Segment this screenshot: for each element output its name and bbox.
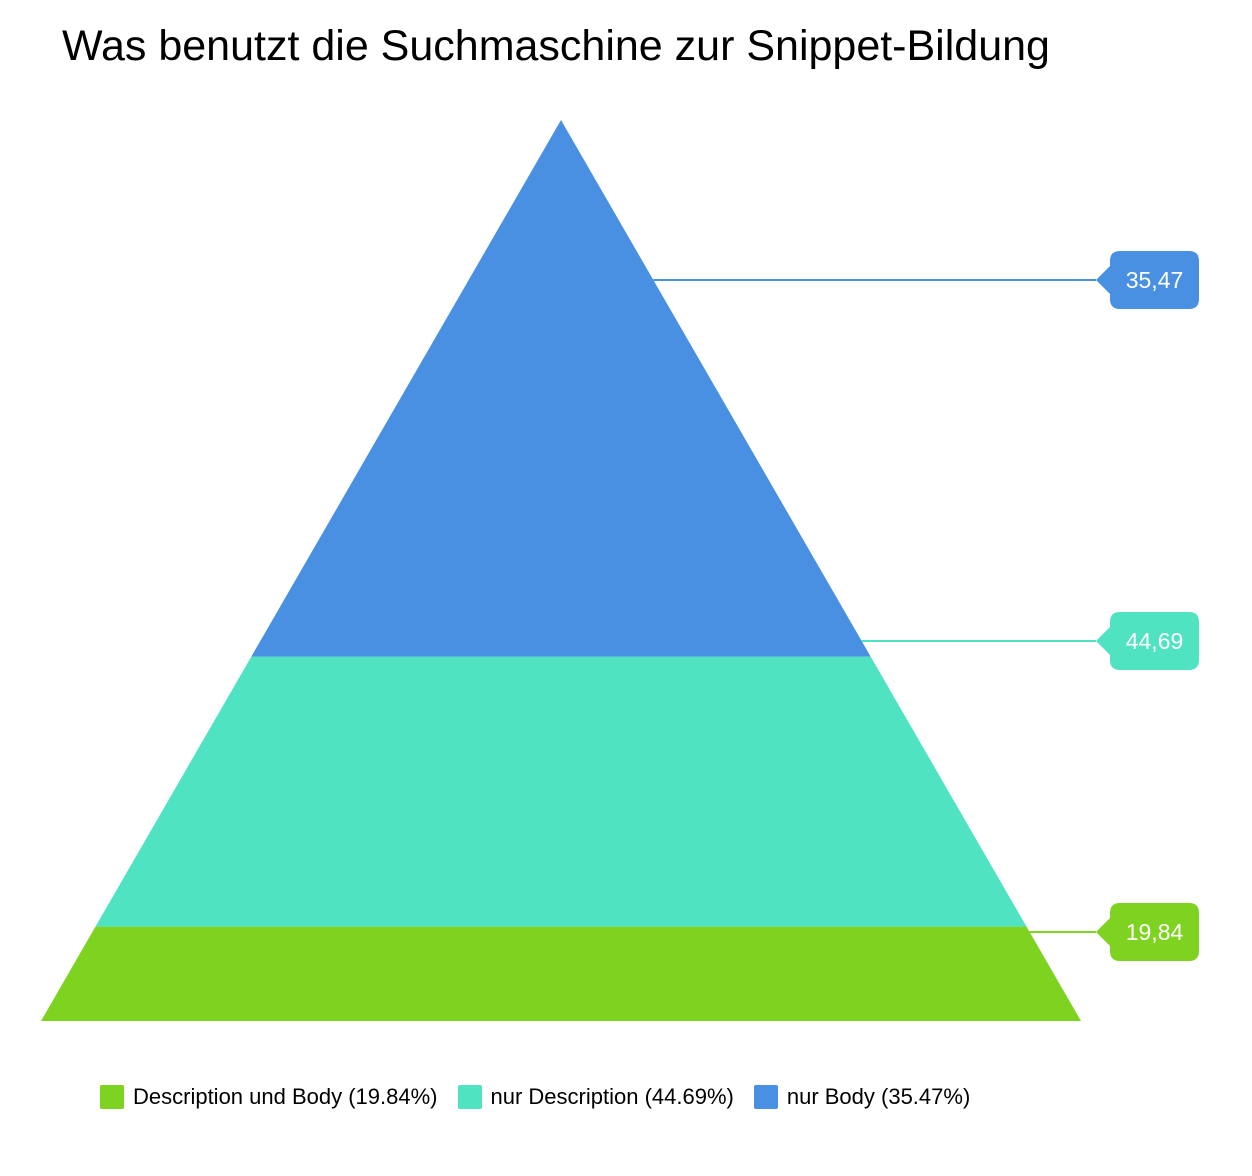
legend-label: nur Body (35.47%)	[786, 1084, 971, 1109]
legend-swatch	[457, 1085, 482, 1109]
legend-swatch	[753, 1085, 778, 1109]
pyramid-chart: 19,84 44,69 35,47	[41, 120, 1199, 1021]
legend-label: Description und Body (19.84%)	[133, 1084, 438, 1109]
legend: Description und Body (19.84%) nur Descrip…	[100, 1084, 990, 1110]
pyramid-segment[interactable]	[41, 926, 1081, 1021]
pyramid-segment[interactable]	[95, 656, 1027, 927]
pyramid-segment-group: 44,69	[95, 612, 1199, 927]
legend-label: nur Description (44.69%)	[490, 1084, 734, 1109]
data-label: 19,84	[1126, 919, 1184, 945]
pyramid-segment[interactable]	[251, 120, 871, 657]
chart-title: Was benutzt die Suchmaschine zur Snippet…	[62, 22, 1050, 70]
legend-item[interactable]: nur Body (35.47%)	[753, 1084, 971, 1110]
callout-box	[1096, 903, 1199, 961]
data-label: 44,69	[1126, 628, 1184, 654]
legend-item[interactable]: Description und Body (19.84%)	[100, 1084, 438, 1110]
callout-box	[1096, 612, 1199, 670]
legend-item[interactable]: nur Description (44.69%)	[457, 1084, 734, 1110]
legend-swatch	[100, 1085, 124, 1109]
callout-box	[1096, 251, 1199, 309]
pyramid-segment-group: 35,47	[251, 120, 1199, 657]
data-label: 35,47	[1126, 267, 1184, 293]
pyramid-segment-group: 19,84	[41, 903, 1199, 1021]
